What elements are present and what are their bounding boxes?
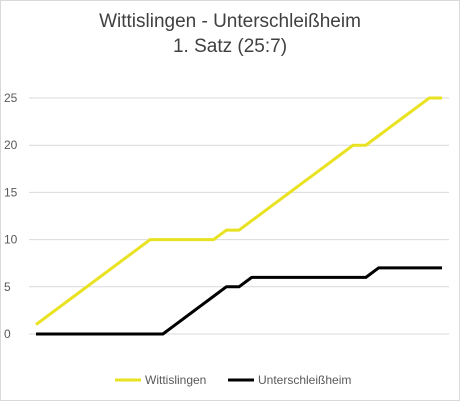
y-tick-label-5: 5 [4, 280, 11, 294]
legend-label-2: Unterschleißheim [258, 373, 351, 387]
chart-title: Wittislingen - Unterschleißheim [99, 11, 361, 32]
y-tick-label-10: 10 [4, 233, 18, 247]
y-tick-label-25: 25 [4, 91, 18, 105]
legend-label-1: Wittislingen [145, 373, 206, 387]
y-tick-label-20: 20 [4, 138, 18, 152]
y-tick-label-15: 15 [4, 185, 18, 199]
chart-subtitle: 1. Satz (25:7) [172, 36, 288, 57]
series-line-2 [36, 266, 442, 336]
y-tick-label-0: 0 [4, 327, 11, 341]
series-line-1 [35, 96, 442, 326]
